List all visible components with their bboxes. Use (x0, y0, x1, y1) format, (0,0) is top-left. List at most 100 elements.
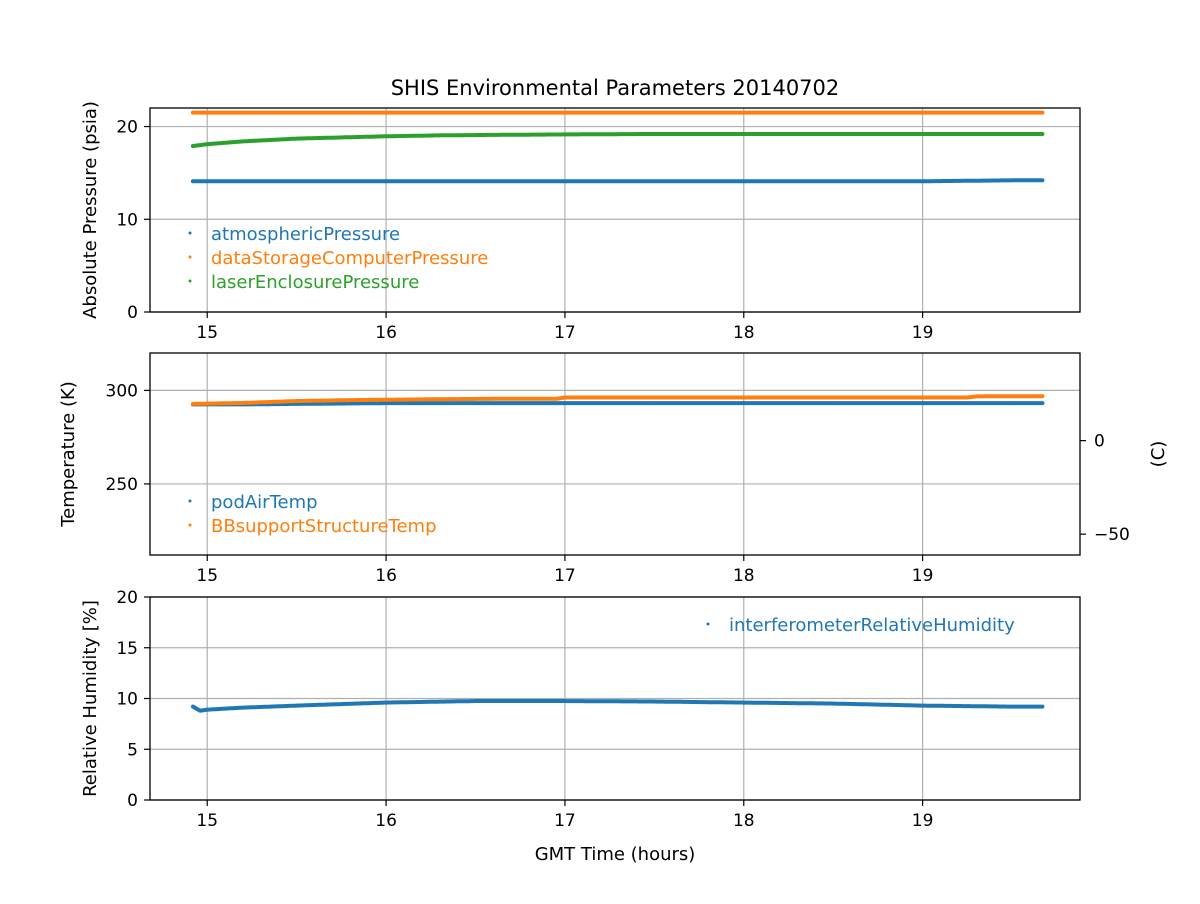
y2-axis-label: (C) (1148, 441, 1169, 468)
series-laserEnclosurePressure (190, 132, 1045, 148)
series-band (190, 699, 1045, 713)
y-tick-label: 20 (116, 118, 138, 138)
series-band (190, 401, 1045, 407)
series-band (190, 178, 1045, 184)
y-tick-label: 10 (116, 690, 138, 710)
panel-1: 15 16 17 18 19 0 10 20 Absolute Pressure (psia) a… (80, 101, 1081, 343)
data-point (191, 144, 195, 148)
legend: atmosphericPressure dataStorageComputerPr… (188, 224, 488, 293)
y-tick-label: 0 (127, 303, 138, 323)
y-tick-label: 250 (106, 475, 138, 495)
data-point (205, 142, 210, 146)
legend-marker (188, 523, 192, 527)
data-point (652, 699, 657, 704)
x-tick-label: 15 (196, 323, 218, 343)
data-point (384, 401, 388, 405)
data-point (563, 110, 567, 115)
legend-label: BBsupportStructureTemp (211, 516, 437, 537)
data-point (437, 397, 442, 401)
x-tick-label: 15 (196, 811, 218, 831)
x-tick-label: 18 (733, 323, 755, 343)
data-point (1040, 704, 1045, 709)
x-tick-label: 19 (912, 323, 934, 343)
x-tick-label: 16 (375, 323, 397, 343)
legend-label: laserEnclosurePressure (211, 272, 419, 293)
legend: podAirTemp BBsupportStructureTemp (188, 492, 437, 537)
y-axis-label: Temperature (K) (58, 381, 79, 528)
legend-label: podAirTemp (211, 492, 318, 513)
data-point (741, 110, 746, 115)
x-tick-label: 19 (912, 566, 934, 586)
data-point (198, 708, 202, 713)
data-point (920, 401, 925, 405)
data-point (491, 133, 496, 137)
data-point (974, 394, 979, 399)
data-point (473, 110, 478, 115)
data-point (563, 401, 567, 405)
axes-frame (149, 107, 1081, 313)
x-tick-label: 17 (554, 323, 576, 343)
data-point (1040, 178, 1045, 183)
data-point (491, 397, 496, 401)
data-point (241, 705, 245, 710)
series-dataStorageComputerPressure (190, 110, 1045, 115)
data-point (1010, 704, 1014, 709)
data-point (831, 110, 835, 115)
data-point (294, 703, 299, 708)
legend-label: interferometerRelativeHumidity (729, 615, 1015, 636)
y-tick-label: 20 (116, 588, 138, 608)
x-tick-label: 15 (196, 566, 218, 586)
x-axis-label: GMT Time (hours) (535, 844, 696, 865)
data-point (920, 179, 925, 184)
data-point (741, 700, 746, 705)
data-point (191, 402, 195, 406)
data-point (563, 179, 567, 184)
panel-3: 15 16 17 18 19 0 5 10 15 20 Relative Humidity [%] i… (80, 588, 1081, 831)
y-axis-label: Relative Humidity [%] (80, 600, 101, 797)
data-point (191, 704, 195, 709)
data-point (1010, 178, 1014, 183)
y-tick-label: 0 (127, 791, 138, 811)
data-point (831, 701, 835, 706)
data-point (205, 707, 210, 712)
y2-tick-label: −50 (1094, 525, 1130, 545)
data-point (1040, 132, 1045, 136)
series-BBsupportStructureTemp (190, 394, 1045, 406)
data-point (965, 395, 970, 400)
y-tick-label: 15 (116, 639, 138, 659)
data-point (920, 132, 925, 136)
data-point (1040, 110, 1045, 115)
panel-2: 15 16 17 18 19 250 300 Temperature (K) −50 0 (C) po… (58, 352, 1169, 586)
data-point (1040, 394, 1045, 399)
data-point (741, 132, 746, 136)
x-tick-label: 16 (375, 811, 397, 831)
x-tick-label: 16 (375, 566, 397, 586)
data-point (741, 401, 746, 405)
data-point (920, 703, 925, 708)
data-point (473, 699, 478, 703)
data-point (563, 395, 567, 400)
data-point (831, 395, 835, 400)
axes-frame (149, 352, 1081, 556)
series-atmosphericPressure (190, 178, 1045, 184)
legend-label: atmosphericPressure (211, 224, 400, 245)
data-point (831, 179, 835, 184)
data-point (241, 401, 245, 405)
y-axis-label: Absolute Pressure (psia) (80, 101, 101, 319)
x-tick-label: 17 (554, 566, 576, 586)
y-tick-label: 5 (127, 740, 138, 760)
data-point (348, 398, 353, 402)
legend-label: dataStorageComputerPressure (211, 248, 488, 269)
data-point (473, 401, 478, 405)
data-point (1010, 110, 1014, 115)
legend-marker (706, 622, 710, 626)
data-point (294, 110, 299, 115)
x-tick-label: 19 (912, 811, 934, 831)
data-point (652, 401, 657, 405)
data-point (1040, 401, 1045, 405)
y-tick-label: 10 (116, 210, 138, 230)
data-point (652, 132, 657, 136)
series-interferometerRelativeHumidity (190, 699, 1045, 713)
